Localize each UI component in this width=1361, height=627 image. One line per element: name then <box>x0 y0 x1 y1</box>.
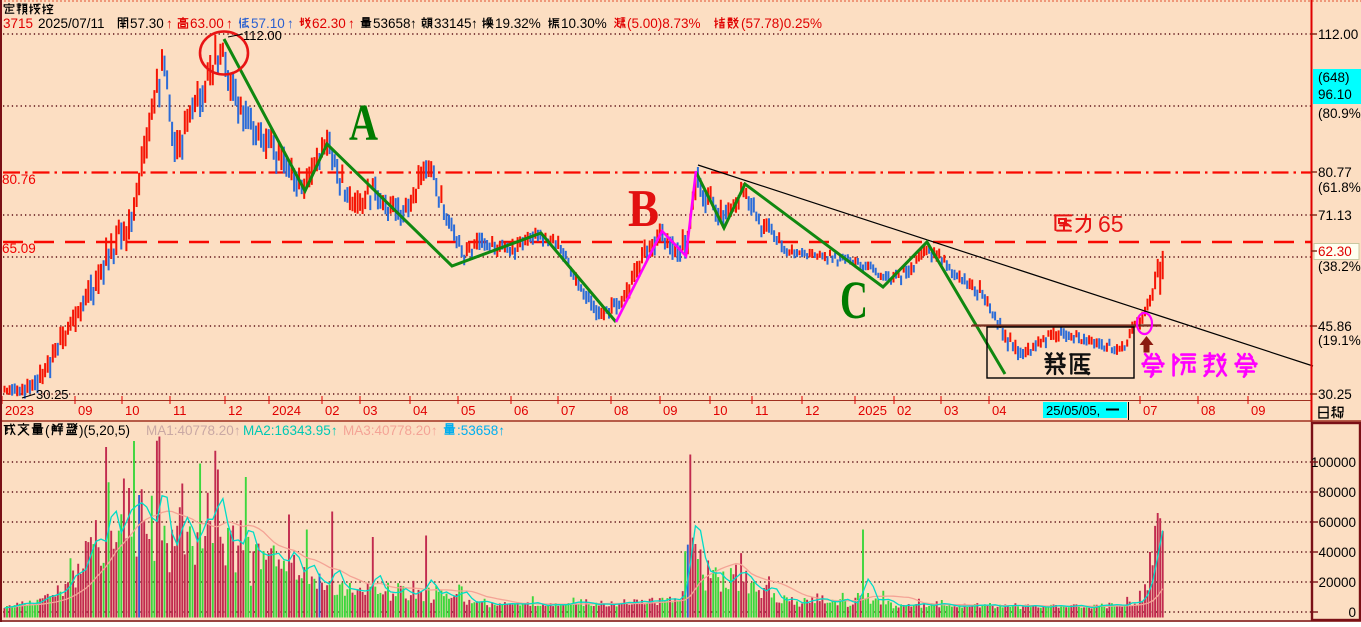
svg-text:(80.9%): (80.9%) <box>1318 106 1361 121</box>
svg-text:60000: 60000 <box>1318 515 1356 530</box>
svg-text:11: 11 <box>173 403 187 418</box>
svg-text:(19.1%): (19.1%) <box>1318 333 1361 348</box>
svg-text:03: 03 <box>363 403 377 418</box>
svg-text:62.30: 62.30 <box>312 16 346 31</box>
svg-text:↑: ↑ <box>166 16 173 31</box>
svg-text:25/05/05,: 25/05/05, <box>1046 403 1100 418</box>
svg-text:80.76: 80.76 <box>2 172 36 187</box>
svg-text:A: A <box>349 95 378 152</box>
svg-text:65: 65 <box>1098 211 1124 237</box>
svg-text:MA3:40778.20↑: MA3:40778.20↑ <box>343 423 438 438</box>
svg-text:33145: 33145 <box>434 16 472 31</box>
svg-text:30.25: 30.25 <box>36 387 69 402</box>
svg-text:2025: 2025 <box>858 403 887 418</box>
svg-text:62.30: 62.30 <box>1318 244 1352 259</box>
svg-text:10: 10 <box>713 403 727 418</box>
svg-text:(38.2%): (38.2%) <box>1318 259 1361 274</box>
svg-text:08: 08 <box>614 403 628 418</box>
svg-text:57.30: 57.30 <box>130 16 164 31</box>
svg-text:80000: 80000 <box>1318 485 1356 500</box>
svg-text:19.32%: 19.32% <box>495 16 541 31</box>
svg-text:96.10: 96.10 <box>1318 87 1352 102</box>
svg-text:10: 10 <box>125 403 139 418</box>
svg-text:112.00: 112.00 <box>1318 27 1358 42</box>
svg-text:112.00: 112.00 <box>243 28 282 43</box>
svg-text:↑: ↑ <box>287 16 294 31</box>
svg-text:07: 07 <box>561 403 575 418</box>
svg-text:10.30%: 10.30% <box>561 16 607 31</box>
svg-text:05: 05 <box>461 403 475 418</box>
svg-text:C: C <box>840 270 868 330</box>
svg-text:(5.00)8.73%: (5.00)8.73% <box>627 16 701 31</box>
svg-text:↑: ↑ <box>471 16 478 31</box>
svg-text:↑: ↑ <box>348 16 355 31</box>
svg-text:09: 09 <box>1251 403 1265 418</box>
svg-text:30.25: 30.25 <box>1318 387 1352 402</box>
svg-text:71.13: 71.13 <box>1318 208 1352 223</box>
svg-text:MA2:16343.95↑: MA2:16343.95↑ <box>243 423 338 438</box>
svg-text:2024: 2024 <box>272 403 301 418</box>
svg-text:57.10: 57.10 <box>251 16 285 31</box>
svg-text:80.77: 80.77 <box>1318 165 1352 180</box>
svg-text:63.00: 63.00 <box>190 16 224 31</box>
svg-text:12: 12 <box>805 403 819 418</box>
svg-text::53658↑: :53658↑ <box>457 423 505 438</box>
svg-text:07: 07 <box>1143 403 1157 418</box>
svg-text:45.86: 45.86 <box>1318 319 1352 334</box>
svg-text:04: 04 <box>413 403 427 418</box>
svg-text:20000: 20000 <box>1318 575 1356 590</box>
svg-text:↑: ↑ <box>226 16 233 31</box>
svg-text:09: 09 <box>78 403 92 418</box>
svg-text:(61.8%): (61.8%) <box>1318 180 1361 195</box>
svg-text:)(5,20,5): )(5,20,5) <box>79 423 130 438</box>
svg-text:100000: 100000 <box>1311 455 1356 470</box>
svg-text:(648): (648) <box>1318 70 1350 85</box>
svg-text:09: 09 <box>663 403 677 418</box>
svg-text:06: 06 <box>514 403 528 418</box>
svg-text:(57.78)0.25%: (57.78)0.25% <box>741 16 822 31</box>
svg-text:02: 02 <box>897 403 911 418</box>
svg-text:53658: 53658 <box>373 16 411 31</box>
svg-text:(: ( <box>45 423 50 438</box>
svg-text:03: 03 <box>944 403 958 418</box>
svg-text:0: 0 <box>1348 605 1356 620</box>
svg-text:12: 12 <box>228 403 242 418</box>
svg-text:08: 08 <box>1201 403 1215 418</box>
svg-text:11: 11 <box>755 403 769 418</box>
svg-text:2023: 2023 <box>5 403 34 418</box>
svg-text:MA1:40778.20↑: MA1:40778.20↑ <box>146 423 241 438</box>
svg-text:↑: ↑ <box>410 16 417 31</box>
svg-text:40000: 40000 <box>1318 545 1356 560</box>
svg-text:04: 04 <box>992 403 1006 418</box>
svg-text:B: B <box>628 180 659 238</box>
svg-text:65.09: 65.09 <box>2 241 36 256</box>
svg-text:02: 02 <box>325 403 339 418</box>
